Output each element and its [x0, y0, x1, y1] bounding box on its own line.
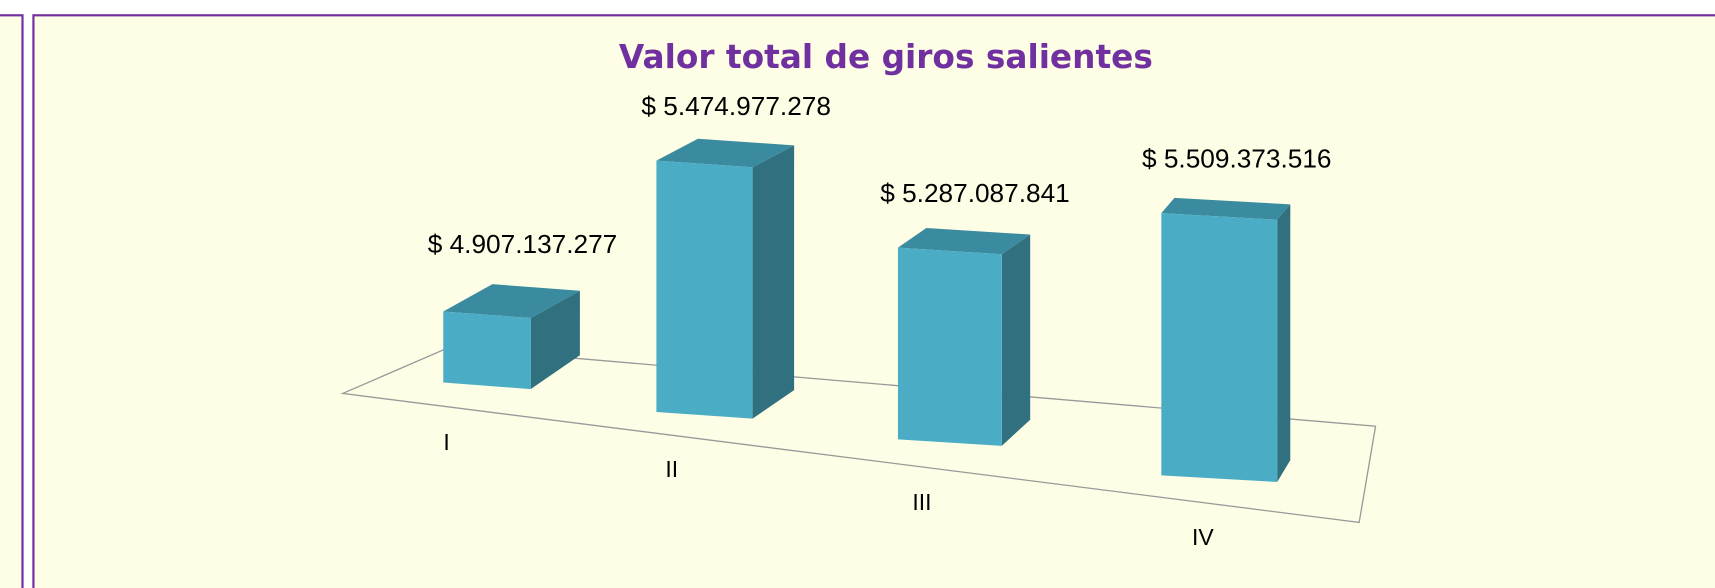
data-label: $ 4.907.137.277	[428, 229, 618, 259]
bar-top	[656, 138, 795, 168]
x-tick-label: III	[912, 489, 931, 515]
bar-top	[443, 284, 580, 319]
bar-front	[443, 311, 531, 390]
bar	[897, 227, 1031, 446]
data-label: $ 5.474.977.278	[641, 91, 831, 121]
bar-front	[1161, 213, 1278, 482]
data-label: $ 5.509.373.516	[1142, 144, 1332, 174]
bar-front	[897, 247, 1002, 446]
bar-side	[1277, 204, 1291, 482]
side-panel	[0, 14, 24, 588]
chart-panel	[32, 14, 1715, 588]
x-tick-label: IV	[1192, 524, 1214, 550]
bar-top	[897, 227, 1031, 255]
x-tick-label: I	[443, 429, 449, 455]
chart-title: Valor total de giros salientes	[619, 38, 1153, 76]
bar	[1161, 197, 1291, 482]
data-label: $ 5.287.087.841	[880, 178, 1070, 208]
x-tick-label: II	[665, 456, 678, 482]
bar-side	[530, 290, 580, 390]
bar	[656, 138, 795, 419]
bar-side	[752, 145, 795, 419]
bar	[443, 284, 580, 390]
floor	[340, 346, 1377, 524]
bar-side	[1001, 234, 1031, 446]
bar-front	[656, 160, 753, 419]
bar-top	[1161, 197, 1291, 220]
